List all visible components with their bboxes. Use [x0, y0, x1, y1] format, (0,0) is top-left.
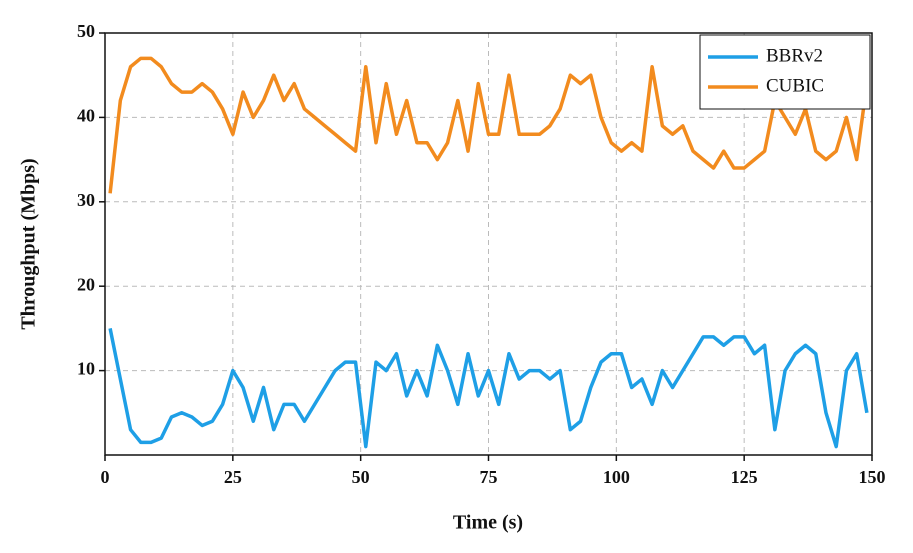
y-tick-label: 10 [77, 359, 95, 379]
x-tick-label: 0 [101, 467, 110, 487]
x-tick-label: 75 [480, 467, 498, 487]
data-line [108, 328, 869, 449]
y-tick-label: 20 [77, 274, 95, 294]
y-axis-label: Throughput (Mbps) [18, 158, 40, 329]
legend-label: CUBIC [766, 75, 824, 96]
plot-frame [104, 32, 873, 456]
x-tick-label: 125 [731, 467, 758, 487]
x-tick-label: 50 [352, 467, 370, 487]
data-line [108, 56, 869, 194]
x-tick-label: 150 [859, 467, 886, 487]
legend-label: BBRv2 [766, 45, 823, 66]
y-tick-label: 40 [77, 106, 95, 126]
x-axis-label: Time (s) [453, 512, 523, 534]
y-tick-label: 30 [77, 190, 95, 210]
y-tick-label: 50 [77, 21, 95, 41]
legend-box [699, 34, 871, 110]
x-tick-label: 25 [224, 467, 242, 487]
x-tick-label: 100 [603, 467, 630, 487]
